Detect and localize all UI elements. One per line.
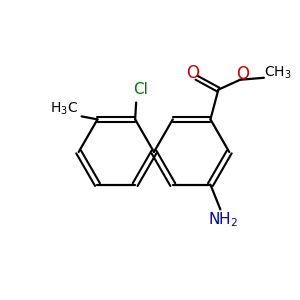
Text: CH$_3$: CH$_3$ (264, 64, 292, 81)
Text: Cl: Cl (133, 82, 148, 97)
Text: O: O (236, 65, 249, 83)
Text: NH$_2$: NH$_2$ (208, 210, 238, 229)
Text: H$_3$C: H$_3$C (50, 100, 78, 117)
Text: O: O (186, 64, 199, 82)
